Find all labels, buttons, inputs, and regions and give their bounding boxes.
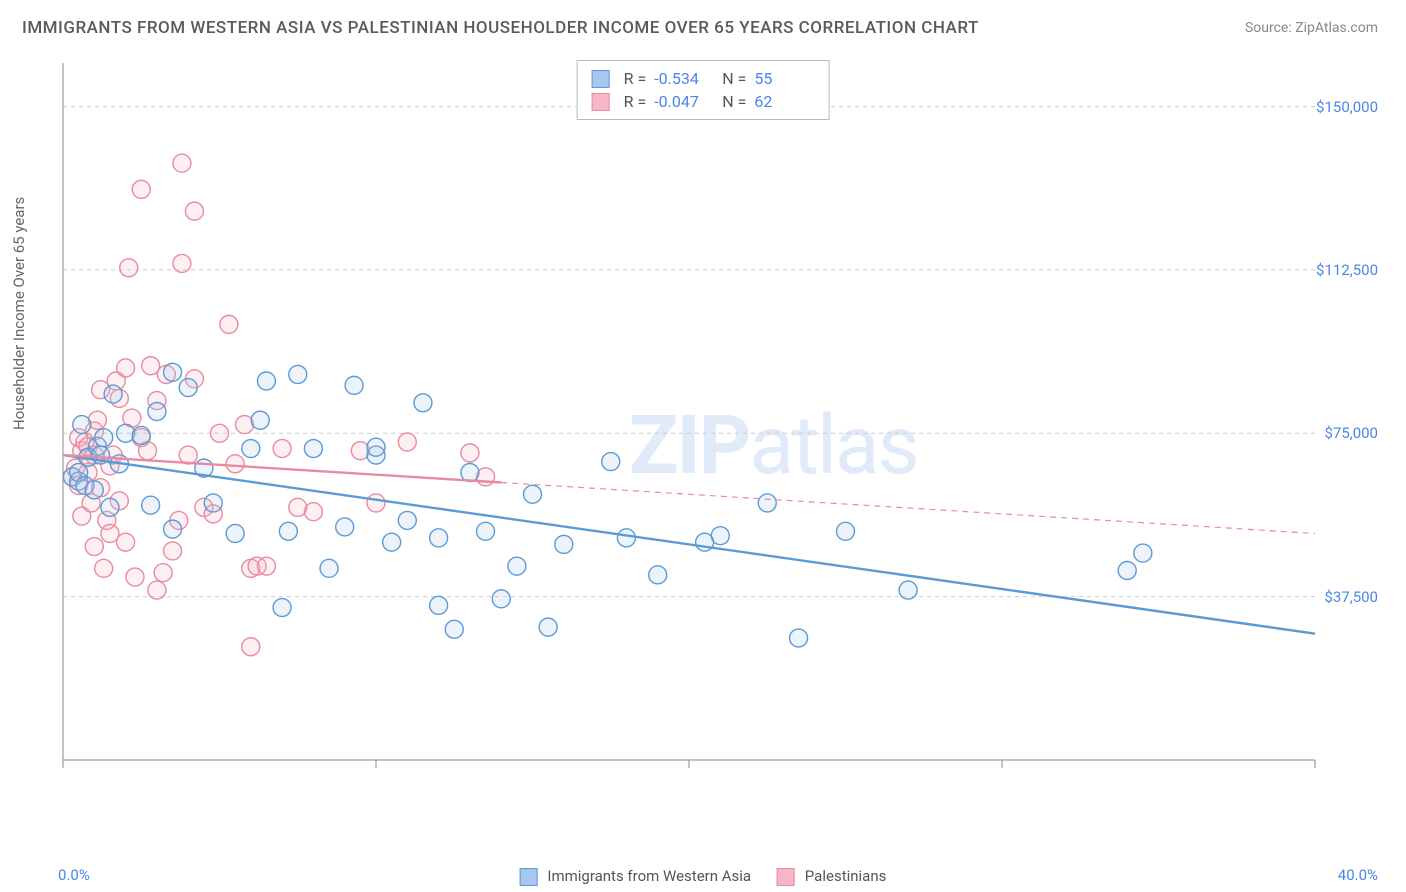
- legend-label-0: Immigrants from Western Asia: [547, 867, 751, 885]
- bottom-legend: Immigrants from Western Asia Palestinian…: [520, 867, 887, 886]
- corr-swatch-0: [592, 70, 610, 88]
- legend-swatch-0: [520, 868, 538, 886]
- chart-canvas: [55, 55, 1375, 805]
- r-label: R =: [624, 69, 647, 88]
- chart-title: IMMIGRANTS FROM WESTERN ASIA VS PALESTIN…: [22, 18, 979, 38]
- n-value-0: 55: [754, 69, 814, 88]
- legend-swatch-1: [777, 868, 795, 886]
- source-attribution: Source: ZipAtlas.com: [1245, 20, 1378, 36]
- legend-label-1: Palestinians: [805, 867, 887, 885]
- x-tick-0: 0.0%: [58, 866, 90, 884]
- n-value-1: 62: [754, 92, 814, 111]
- corr-row-1: R = -0.047 N = 62: [592, 90, 815, 113]
- n-label: N =: [722, 92, 746, 111]
- n-label: N =: [722, 69, 746, 88]
- r-value-0: -0.534: [654, 69, 714, 88]
- corr-swatch-1: [592, 93, 610, 111]
- legend-item-series-0: Immigrants from Western Asia: [520, 867, 751, 886]
- r-value-1: -0.047: [654, 92, 714, 111]
- r-label: R =: [624, 92, 647, 111]
- x-tick-40: 40.0%: [1338, 866, 1378, 884]
- corr-row-0: R = -0.534 N = 55: [592, 67, 815, 90]
- correlation-legend: R = -0.534 N = 55 R = -0.047 N = 62: [577, 60, 830, 120]
- legend-item-series-1: Palestinians: [777, 867, 886, 886]
- y-axis-label: Householder Income Over 65 years: [10, 197, 28, 430]
